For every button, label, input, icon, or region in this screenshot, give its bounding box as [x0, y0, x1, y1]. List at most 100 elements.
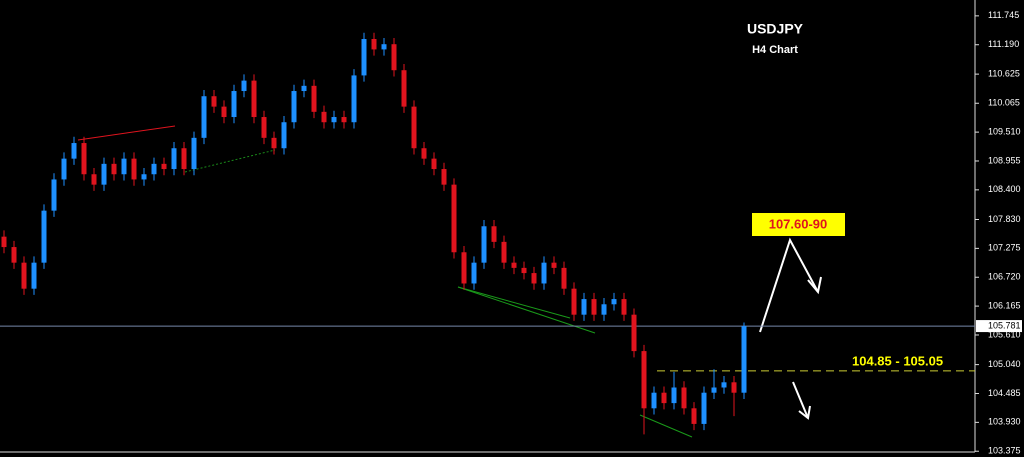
candle-body [371, 39, 377, 50]
y-tick-label: 104.485 [988, 388, 1021, 398]
y-tick-label: 108.955 [988, 155, 1021, 165]
candle-body [381, 44, 387, 50]
candle-body [191, 137, 197, 170]
candle-body [281, 122, 287, 149]
candle-body [301, 85, 307, 92]
candle-body [231, 91, 237, 118]
trendline [77, 125, 176, 141]
candle-body [671, 387, 677, 404]
candle-body [321, 111, 327, 123]
candle-body [311, 85, 317, 112]
candle-body [171, 148, 177, 170]
candle-body [501, 241, 507, 263]
y-tick-label: 103.930 [988, 417, 1021, 427]
candle-body [161, 163, 167, 170]
candle-body [661, 392, 667, 404]
candle-body [461, 252, 467, 284]
candle-body [441, 169, 447, 185]
candle-body [251, 80, 257, 118]
candle-body [621, 299, 627, 315]
trendlines [77, 125, 693, 438]
candle-body [111, 163, 117, 175]
candle-body [391, 44, 397, 71]
candle-body [421, 148, 427, 159]
candle-body [591, 299, 597, 315]
last-price-box [976, 320, 1022, 333]
candle-body [701, 392, 707, 424]
trendline [457, 286, 596, 334]
last-price-label: 105.781 [988, 320, 1021, 330]
candle-body [51, 179, 57, 211]
candle-body [291, 91, 297, 123]
y-tick-label: 111.190 [988, 39, 1019, 49]
arrow [792, 381, 809, 419]
candle-body [121, 158, 127, 175]
candle-body [741, 326, 747, 393]
y-tick-label: 105.040 [988, 359, 1021, 369]
candle-body [141, 174, 147, 180]
candle-body [631, 314, 637, 352]
candle-body [91, 174, 97, 185]
candle-body [651, 392, 657, 409]
candle-body [531, 273, 537, 284]
y-tick-label: 106.165 [988, 300, 1021, 310]
candle-body [1, 236, 7, 248]
y-tick-label: 110.065 [988, 98, 1020, 108]
candle-body [401, 70, 407, 107]
candle-body [221, 106, 227, 118]
y-tick-label: 107.830 [988, 214, 1021, 224]
candle-body [711, 387, 717, 393]
candle-body [241, 80, 247, 92]
candle-body [691, 408, 697, 424]
candle-body [561, 267, 567, 289]
candle-body [551, 262, 557, 268]
y-tick-label: 107.275 [988, 243, 1021, 253]
candle-body [601, 304, 607, 315]
candle-body [491, 226, 497, 242]
candle-body [351, 75, 357, 123]
trendline [457, 286, 571, 319]
arrow-head [798, 405, 811, 420]
candle-body [521, 267, 527, 274]
candle-body [361, 39, 367, 76]
y-tick-label: 105.610 [988, 329, 1021, 339]
candle-body [611, 299, 617, 305]
candle-body [11, 247, 17, 263]
y-tick-label: 109.510 [988, 126, 1021, 136]
candle-body [481, 226, 487, 263]
candle-body [151, 163, 157, 175]
candle-body [411, 106, 417, 149]
candle-body [451, 184, 457, 253]
candle-body [641, 351, 647, 409]
candle-body [261, 117, 267, 138]
candle-body [81, 143, 87, 175]
candle-body [101, 163, 107, 185]
y-tick-label: 106.720 [988, 272, 1021, 282]
candle-body [511, 262, 517, 268]
candle-body [331, 117, 337, 123]
candle-body [41, 210, 47, 263]
candle-body [681, 387, 687, 409]
arrow-head [807, 276, 822, 295]
candle-body [131, 158, 137, 180]
trendline [639, 414, 693, 438]
y-tick-label: 111.745 [988, 10, 1019, 20]
candle-body [471, 262, 477, 284]
y-tick-label: 103.375 [988, 446, 1021, 456]
zone-label: 104.85 - 105.05 [852, 353, 943, 368]
arrows [759, 237, 822, 420]
candle-body [201, 96, 207, 138]
chart-title: USDJPY [747, 21, 804, 37]
candle-body [731, 382, 737, 393]
candle-body [71, 143, 77, 159]
candle-body [181, 148, 187, 170]
arrow [759, 237, 819, 333]
trendline [184, 149, 276, 173]
candle-body [541, 262, 547, 284]
y-tick-label: 110.625 [988, 68, 1020, 78]
candle-body [21, 262, 27, 289]
target-label: 107.60-90 [769, 216, 828, 231]
candle-body [31, 262, 37, 289]
